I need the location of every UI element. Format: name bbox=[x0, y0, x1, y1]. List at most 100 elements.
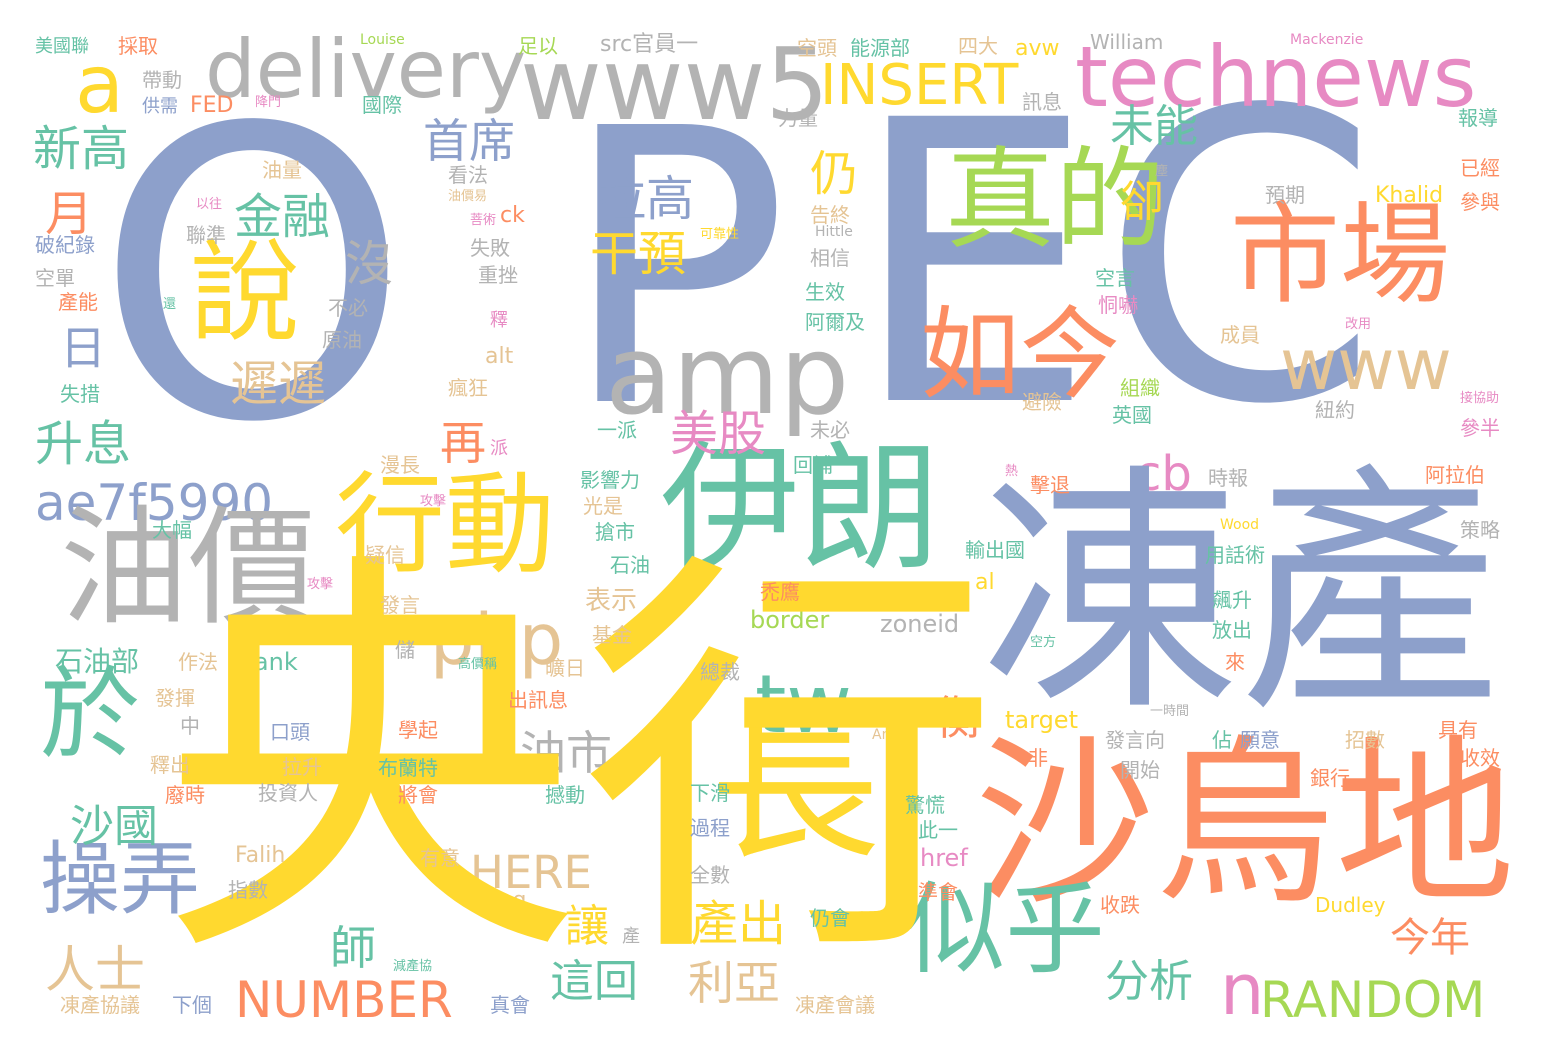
word-fenxi: 分析 bbox=[1105, 956, 1193, 1007]
word-yilang: 伊朗 bbox=[660, 428, 941, 591]
small-word: 生效 bbox=[805, 280, 845, 304]
small-word: 紐約 bbox=[1315, 398, 1355, 422]
word-alt: alt bbox=[485, 344, 514, 369]
small-word: 非 bbox=[1028, 746, 1048, 770]
word-ck: ck bbox=[500, 203, 525, 228]
small-word: 失敗 bbox=[470, 236, 510, 260]
small-word: 四大 bbox=[958, 34, 998, 58]
word-william: William bbox=[1090, 30, 1164, 54]
small-word: 過程 bbox=[690, 816, 730, 840]
word-zhang: 長 bbox=[710, 686, 881, 884]
small-word: 不必 bbox=[328, 296, 368, 320]
small-word: 釋出 bbox=[150, 753, 190, 777]
small-word: 擊退 bbox=[1030, 473, 1070, 497]
word-renshi: 人士 bbox=[45, 941, 145, 999]
small-word: 時報 bbox=[1208, 466, 1248, 490]
word-n: n bbox=[1220, 949, 1265, 1031]
small-word: 來 bbox=[1225, 650, 1245, 674]
small-word: 具有 bbox=[1438, 718, 1478, 742]
word-xingdong: 行動 bbox=[335, 461, 555, 589]
word-opec-o: O bbox=[95, 45, 410, 510]
small-word: 空言 bbox=[1095, 266, 1135, 290]
word-shi: 師 bbox=[330, 921, 376, 975]
word-shiyoubu: 石油部 bbox=[55, 645, 140, 678]
word-technews: technews bbox=[1075, 28, 1477, 126]
word-hittle: Hittle bbox=[815, 224, 853, 240]
small-word: 銀行 bbox=[1310, 766, 1350, 790]
small-word: 避險 bbox=[1022, 390, 1062, 414]
small-word: 發言向 bbox=[1105, 728, 1165, 752]
small-word: 攻擊 bbox=[307, 577, 334, 592]
word-zhehui: 這回 bbox=[550, 956, 638, 1007]
word-yu: 於 bbox=[40, 656, 140, 773]
word-louise: Louise bbox=[360, 32, 405, 48]
word-dongchan: 凍產 bbox=[980, 444, 1500, 746]
small-word: 參半 bbox=[1460, 416, 1500, 440]
word-insert: INSERT bbox=[820, 53, 1019, 118]
word-cb: cb bbox=[1135, 446, 1192, 502]
small-word: 光是 bbox=[583, 494, 623, 518]
small-word: 廢時 bbox=[165, 783, 205, 807]
word-php: php bbox=[430, 599, 564, 681]
word-shouxi: 首席 bbox=[423, 114, 515, 168]
small-word: 搶市 bbox=[595, 520, 635, 544]
word-shaguo: 沙國 bbox=[70, 801, 158, 852]
small-word: 以往 bbox=[196, 197, 223, 212]
small-word: 收跌 bbox=[1100, 893, 1140, 917]
word-delivery: delivery bbox=[205, 23, 527, 116]
small-word: 可靠性 bbox=[700, 227, 740, 242]
word-target: target bbox=[1005, 706, 1078, 734]
word-shichang: 市場 bbox=[1230, 191, 1450, 319]
small-word: 瘋狂 bbox=[448, 376, 488, 400]
small-word: 有意 bbox=[420, 846, 460, 870]
word-khalid: Khalid bbox=[1375, 183, 1444, 208]
word-yangxing: 央行 bbox=[160, 520, 1000, 1009]
small-word: 供需 bbox=[142, 96, 178, 117]
small-word: 拉升 bbox=[282, 755, 322, 779]
word-dudley: Dudley bbox=[1315, 893, 1386, 917]
small-word: 報導 bbox=[1458, 106, 1498, 130]
small-word: 聯準 bbox=[186, 223, 226, 247]
small-word: 發揮 bbox=[155, 686, 195, 710]
word-www5: www5 bbox=[520, 26, 829, 143]
word-chichi: 遲遲 bbox=[230, 356, 327, 412]
word-number: NUMBER bbox=[235, 971, 453, 1029]
small-word: 美國聯 bbox=[35, 36, 89, 57]
word-youshi: 油市 bbox=[520, 726, 612, 780]
small-word: 空頭 bbox=[797, 36, 837, 60]
small-word: 訊息 bbox=[1022, 90, 1062, 114]
word-biaoshi: 表示 bbox=[585, 586, 638, 616]
word-tw: tw bbox=[755, 658, 852, 751]
small-word: 一派 bbox=[597, 418, 637, 442]
small-word: 成員 bbox=[1220, 323, 1260, 347]
small-word: 改用 bbox=[1345, 317, 1372, 332]
small-word: 原油 bbox=[322, 328, 362, 352]
small-word: 減產協 bbox=[393, 959, 433, 974]
small-word: 預期 bbox=[1265, 183, 1305, 207]
word-here: HERE bbox=[470, 846, 592, 899]
small-word: 此一 bbox=[918, 818, 958, 842]
small-word: 接協助 bbox=[1460, 391, 1500, 406]
small-word: 撼動 bbox=[545, 783, 585, 807]
small-word: 飆升 bbox=[1212, 588, 1252, 612]
small-word: 塵 bbox=[1155, 164, 1169, 179]
small-word: 看法 bbox=[448, 163, 488, 187]
small-word: 全數 bbox=[690, 863, 730, 887]
word-shengxi: 升息 bbox=[35, 416, 132, 472]
small-word: 菩術 bbox=[470, 213, 497, 228]
word-pingheng: 平衡 bbox=[890, 691, 982, 745]
small-word: 油價易 bbox=[448, 189, 488, 204]
small-word: 影響力 bbox=[580, 468, 640, 492]
small-word: 驚慌 bbox=[905, 793, 945, 817]
small-word: 組織 bbox=[1120, 376, 1160, 400]
small-word: 能源部 bbox=[850, 36, 910, 60]
word-fed: FED bbox=[190, 93, 234, 118]
small-word: 下滑 bbox=[690, 781, 730, 805]
small-word: 用話術 bbox=[1205, 543, 1265, 567]
small-word: 阿爾及 bbox=[805, 310, 865, 334]
small-word: 高價稱 bbox=[458, 657, 498, 672]
small-word: 仍會 bbox=[810, 906, 850, 930]
word-ruji: 如今 bbox=[920, 296, 1120, 413]
word-xingao: 新高 bbox=[33, 121, 130, 177]
